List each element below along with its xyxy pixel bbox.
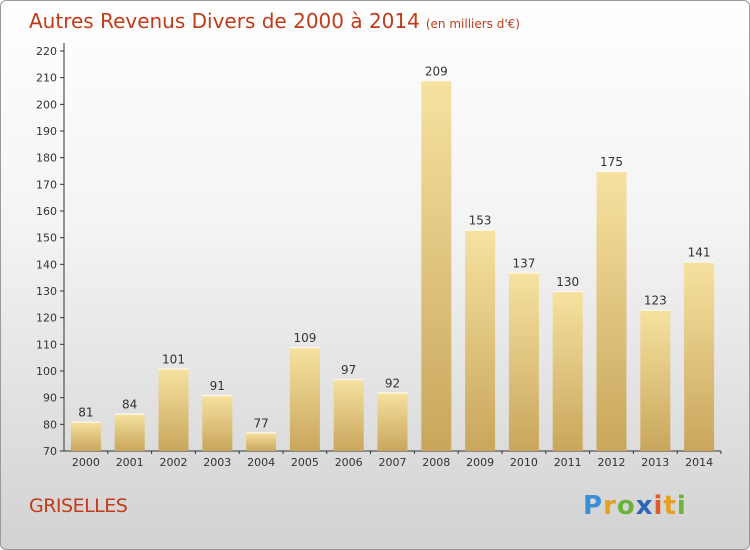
data-label: 84 bbox=[122, 398, 137, 412]
bar bbox=[246, 432, 277, 451]
bar bbox=[421, 80, 452, 451]
y-tick-label: 220 bbox=[36, 45, 57, 58]
y-tick-label: 100 bbox=[36, 365, 57, 378]
y-tick-label: 120 bbox=[36, 312, 57, 325]
x-tick-label: 2003 bbox=[203, 456, 231, 469]
bar bbox=[508, 272, 539, 451]
x-tick-label: 2000 bbox=[72, 456, 100, 469]
x-tick-label: 2005 bbox=[291, 456, 319, 469]
y-tick-label: 150 bbox=[36, 232, 57, 245]
y-tick-label: 130 bbox=[36, 285, 57, 298]
x-tick-label: 2002 bbox=[160, 456, 188, 469]
y-tick-label: 190 bbox=[36, 125, 57, 138]
y-tick-label: 180 bbox=[36, 152, 57, 165]
bar bbox=[640, 309, 671, 451]
bar bbox=[333, 379, 364, 451]
chart-title: Autres Revenus Divers de 2000 à 2014 (en … bbox=[29, 9, 520, 33]
y-tick-label: 90 bbox=[43, 392, 57, 405]
data-label: 209 bbox=[425, 64, 448, 78]
x-tick-label: 2010 bbox=[510, 456, 538, 469]
bar bbox=[552, 291, 583, 451]
data-label: 81 bbox=[78, 406, 93, 420]
bar bbox=[465, 229, 496, 451]
y-tick-label: 210 bbox=[36, 72, 57, 85]
y-tick-label: 80 bbox=[43, 418, 57, 431]
data-label: 137 bbox=[512, 256, 535, 270]
data-label: 123 bbox=[644, 294, 667, 308]
bar bbox=[158, 368, 189, 451]
x-tick-label: 2011 bbox=[554, 456, 582, 469]
proxiti-logo: Proxiti bbox=[583, 491, 687, 521]
x-tick-label: 2013 bbox=[641, 456, 669, 469]
chart-unit: (en milliers d'€) bbox=[425, 17, 520, 31]
y-tick-label: 200 bbox=[36, 98, 57, 111]
data-label: 109 bbox=[293, 331, 316, 345]
x-tick-label: 2006 bbox=[335, 456, 363, 469]
bar bbox=[289, 347, 320, 451]
y-tick-label: 70 bbox=[43, 445, 57, 458]
bar bbox=[684, 261, 715, 451]
x-tick-label: 2008 bbox=[422, 456, 450, 469]
data-label: 130 bbox=[556, 275, 579, 289]
x-tick-label: 2012 bbox=[598, 456, 626, 469]
bar bbox=[596, 171, 627, 451]
data-label: 97 bbox=[341, 363, 356, 377]
bar bbox=[114, 413, 145, 451]
y-tick-label: 140 bbox=[36, 258, 57, 271]
x-tick-label: 2004 bbox=[247, 456, 275, 469]
data-label: 175 bbox=[600, 155, 623, 169]
data-label: 153 bbox=[469, 214, 492, 228]
y-tick-label: 160 bbox=[36, 205, 57, 218]
y-tick-label: 110 bbox=[36, 338, 57, 351]
bar bbox=[70, 421, 101, 451]
y-tick-label: 170 bbox=[36, 178, 57, 191]
place-name: GRISELLES bbox=[29, 495, 128, 517]
x-tick-label: 2009 bbox=[466, 456, 494, 469]
bar bbox=[202, 395, 233, 451]
data-label: 101 bbox=[162, 352, 185, 366]
data-label: 77 bbox=[253, 416, 268, 430]
data-label: 141 bbox=[688, 246, 711, 260]
data-label: 92 bbox=[385, 376, 400, 390]
x-tick-label: 2014 bbox=[685, 456, 713, 469]
chart-title-text: Autres Revenus Divers de 2000 à 2014 bbox=[29, 9, 420, 33]
x-tick-label: 2001 bbox=[116, 456, 144, 469]
data-label: 91 bbox=[210, 379, 225, 393]
bar bbox=[377, 392, 408, 451]
x-tick-label: 2007 bbox=[379, 456, 407, 469]
